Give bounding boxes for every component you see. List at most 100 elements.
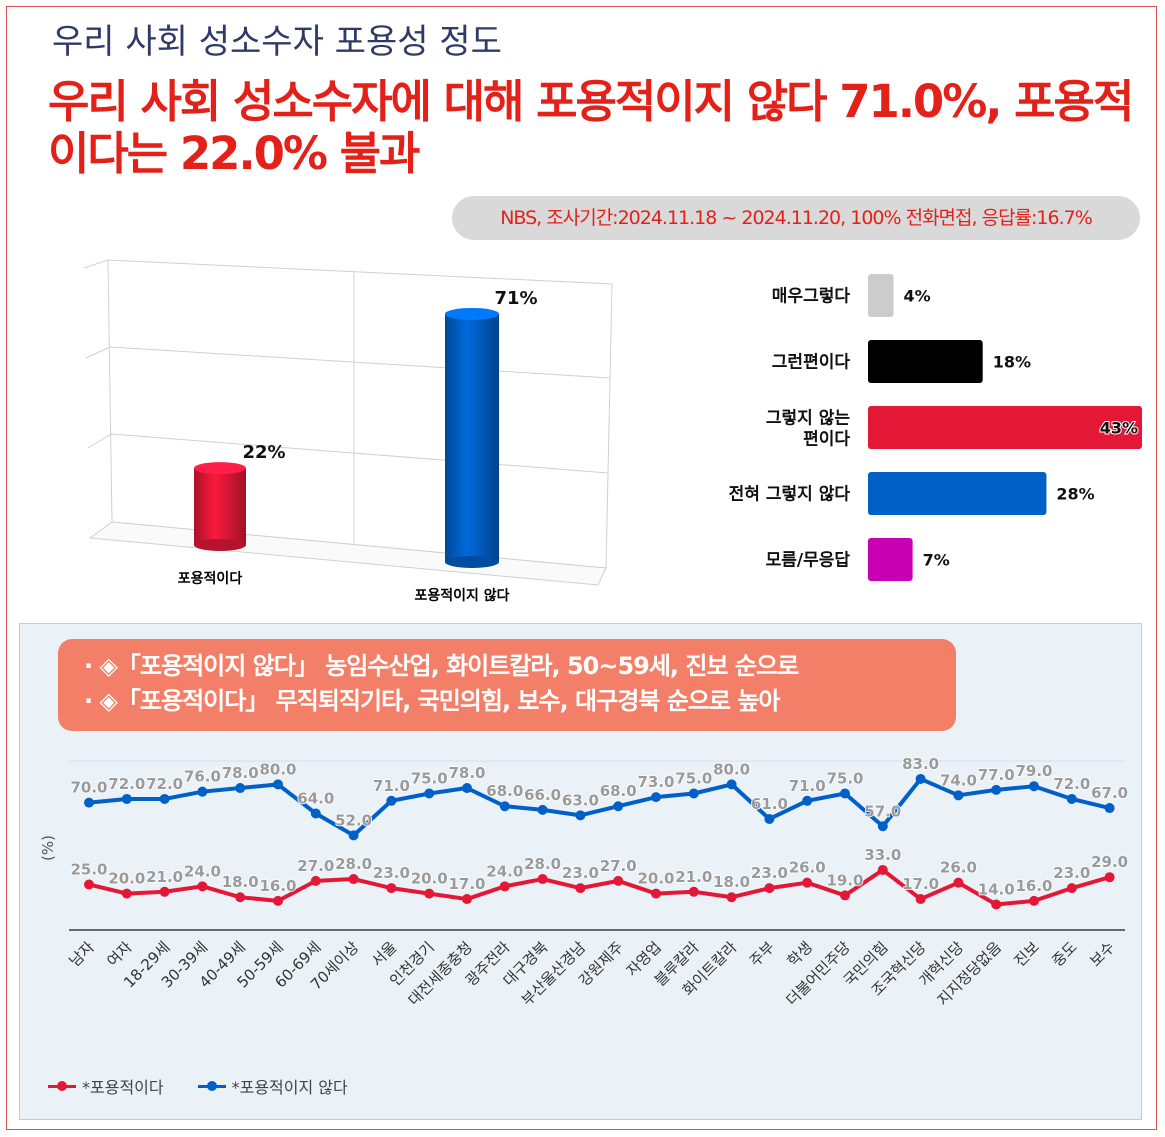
hbar-category-label: 모름/무응답 [766,551,851,571]
series-point [310,808,321,819]
series-line-1 [88,776,1111,838]
series-data-label: 83.0 [902,755,939,773]
series-data-label: 20.0 [637,870,674,888]
series-point [1104,872,1115,883]
gridline [109,346,611,379]
hbar-category-label: 매우그렇다 [772,287,851,307]
source-note: NBS, 조사기간:2024.11.18 ~ 2024.11.20, 100% … [452,196,1140,240]
series-point [802,795,813,806]
series-point [953,790,964,801]
series-data-label: 75.0 [411,770,448,788]
series-point [499,881,510,892]
series-point [537,804,548,815]
series-point [1029,781,1039,792]
series-point [499,801,510,812]
series-data-label: 28.0 [524,855,561,873]
x-tick-label: 중도 [1048,938,1080,970]
series-point [197,881,208,892]
series-point [424,888,435,899]
hbar-category-label: 그렇지 않는 편이다 [766,409,850,450]
series-point [386,795,397,806]
legend-item-inclusive: *포용적이다 [48,1074,164,1098]
series-point [1029,895,1039,906]
series-point [235,892,246,903]
series-data-label: 16.0 [1015,877,1052,895]
series-point [537,874,548,885]
series-point [197,786,208,797]
gridline [83,259,109,269]
series-point [953,877,964,888]
series-point [915,894,926,905]
series-data-label: 26.0 [789,859,826,877]
series-data-label: 23.0 [1053,864,1090,882]
series-point [651,792,661,803]
series-data-label: 21.0 [146,868,183,886]
series-data-label: 78.0 [448,764,485,782]
series-data-label: 79.0 [1015,762,1052,780]
series-point [726,779,737,790]
callout-line-1: · ◈「포용적이지 않다」 농임수산업, 화이트칼라, 50~59세, 진보 순… [84,652,799,680]
page-frame [6,6,1157,1130]
series-data-label: 17.0 [448,875,485,893]
hbar-value-label: 43% [1100,419,1138,438]
group-line-chart: (%)25.020.0 21.0 24.018.0 16.027.0 28.023.0 2… [39,754,1129,1009]
hbar-4 [868,538,913,581]
series-data-label: 19.0 [826,871,863,889]
hbar-value-label: 4% [903,287,930,306]
series-point [726,892,737,903]
series-data-label: 23.0 [373,864,410,882]
series-point [840,890,850,901]
summary-bar-chart: 22% 포용적이다 71% 포용적이지 않다 [83,259,613,606]
series-data-label: 52.0 [335,811,372,829]
legend-label-not-inclusive: *포용적이지 않다 [231,1078,348,1097]
bar-top-1 [445,307,499,320]
series-data-label: 71.0 [373,777,410,795]
series-data-label: 20.0 [108,870,145,888]
series-point [688,788,699,799]
series-point [915,773,926,784]
series-data-label: 73.0 [637,773,674,791]
series-data-label: 27.0 [600,857,637,875]
series-point [273,895,283,906]
series-point [462,894,472,905]
series-data-label: 17.0 [902,875,939,893]
series-point [575,810,586,821]
series-data-label: 72.0 [108,775,145,793]
legend-label-inclusive: *포용적이다 [82,1078,164,1097]
series-point [764,883,775,894]
bar-category-label: 포용적이다 [178,570,243,587]
hbar-value-label: 7% [923,551,950,570]
hbar-1 [868,340,983,383]
series-point [159,793,170,804]
hbar-2 [868,406,1142,449]
bar-base-0 [194,539,246,551]
series-point [877,821,888,832]
legend-swatch-red [48,1079,76,1093]
bar-category-label: 포용적이지 않다 [414,587,509,604]
gridline [87,433,112,449]
series-data-label: 29.0 [1091,853,1128,871]
series-data-label: 57.0 [864,802,901,820]
bar-value-label: 71% [494,288,537,309]
x-tick-label: 보수 [1086,938,1118,970]
series-data-label: 61.0 [751,795,788,813]
x-tick-label: 진보 [1011,938,1043,970]
bar-top-0 [194,462,246,475]
bar-base-1 [445,556,499,568]
series-data-label: 20.0 [411,870,448,888]
hbar-category-label: 전혀 그렇지 않다 [729,485,851,505]
x-tick-label: 서울 [368,938,400,970]
series-point [991,784,1002,795]
series-point [877,864,888,875]
series-point [764,813,775,824]
series-point [386,883,397,894]
series-point [1104,803,1115,814]
series-data-label: 21.0 [675,868,712,886]
series-data-label: 70.0 [70,779,107,797]
series-data-label: 18.0 [222,873,259,891]
series-data-label: 25.0 [70,861,107,879]
series-line-0 [88,867,1111,907]
series-data-label: 14.0 [978,881,1015,899]
series-data-label: 66.0 [524,786,561,804]
series-point [121,793,132,804]
